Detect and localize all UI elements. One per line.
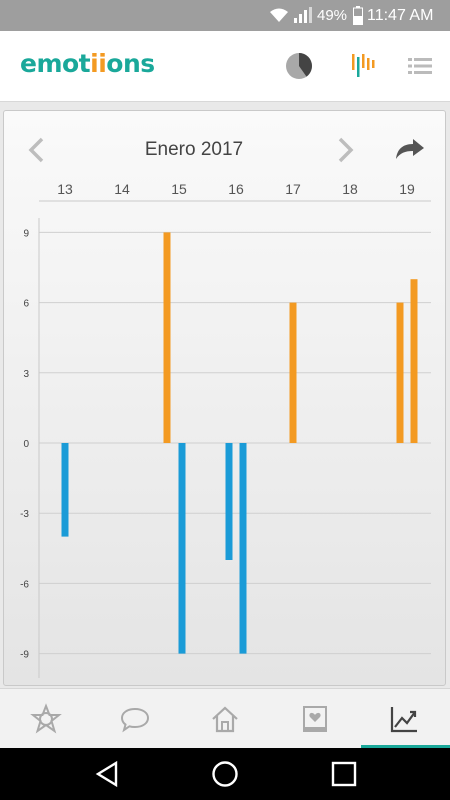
logo-suffix: ons bbox=[106, 49, 155, 78]
bottom-nav bbox=[0, 688, 450, 749]
recents-icon[interactable] bbox=[330, 760, 358, 788]
x-tick-label: 15 bbox=[171, 181, 187, 197]
y-tick-label: 3 bbox=[23, 369, 29, 380]
y-tick-label: 9 bbox=[23, 228, 29, 239]
y-tick-label: -9 bbox=[20, 650, 29, 661]
x-tick-label: 19 bbox=[399, 181, 415, 197]
chat-bubble-icon[interactable] bbox=[119, 703, 151, 735]
album-heart-icon[interactable] bbox=[299, 703, 331, 735]
bar bbox=[61, 443, 69, 537]
app-logo: emotiions bbox=[20, 49, 155, 78]
content-area: Enero 2017 13 14 15 16 17 18 19 9 6 3 0 -3 -6 -9 bbox=[0, 102, 450, 688]
star-emblem-icon[interactable] bbox=[30, 703, 62, 735]
clock: 11:47 AM bbox=[367, 7, 434, 24]
app-bar: emotiions bbox=[0, 31, 450, 102]
x-tick-label: 16 bbox=[228, 181, 244, 197]
pie-chart-icon[interactable] bbox=[284, 51, 314, 81]
system-nav-bar bbox=[0, 748, 450, 800]
bars-chart-icon[interactable] bbox=[347, 51, 377, 81]
bar bbox=[410, 279, 418, 443]
trend-chart-icon[interactable] bbox=[388, 703, 420, 735]
logo-highlight: ii bbox=[90, 49, 107, 78]
battery-percent: 49% bbox=[317, 7, 348, 24]
wifi-icon bbox=[270, 8, 288, 22]
home-icon[interactable] bbox=[209, 703, 241, 735]
y-tick-label: 0 bbox=[23, 439, 29, 450]
chevron-right-icon[interactable] bbox=[332, 135, 358, 165]
bar bbox=[225, 443, 233, 560]
logo-prefix: emot bbox=[20, 49, 91, 78]
home-circle-icon[interactable] bbox=[211, 760, 239, 788]
x-tick-label: 18 bbox=[342, 181, 358, 197]
bar bbox=[239, 443, 247, 654]
chart-card: Enero 2017 13 14 15 16 17 18 19 9 6 3 0 -3 -6 -9 bbox=[3, 110, 446, 686]
bar bbox=[289, 302, 297, 443]
back-icon[interactable] bbox=[93, 760, 121, 788]
signal-icon bbox=[294, 7, 312, 23]
x-tick-label: 13 bbox=[57, 181, 73, 197]
share-arrow-icon[interactable] bbox=[394, 135, 426, 165]
x-tick-label: 14 bbox=[114, 181, 130, 197]
active-tab-indicator bbox=[361, 745, 450, 749]
bar bbox=[396, 302, 404, 443]
x-tick-label: 17 bbox=[285, 181, 301, 197]
bar bbox=[163, 232, 171, 443]
month-title: Enero 2017 bbox=[144, 139, 244, 160]
list-icon[interactable] bbox=[406, 51, 436, 81]
chevron-left-icon[interactable] bbox=[24, 135, 50, 165]
y-tick-label: -6 bbox=[20, 579, 29, 590]
battery-icon bbox=[353, 6, 363, 25]
chart: 13 14 15 16 17 18 19 9 6 3 0 -3 -6 -9 bbox=[20, 181, 431, 678]
y-tick-label: -3 bbox=[20, 509, 29, 520]
y-tick-label: 6 bbox=[23, 299, 29, 310]
bar bbox=[178, 443, 186, 654]
status-bar: 49% 11:47 AM bbox=[0, 0, 450, 31]
